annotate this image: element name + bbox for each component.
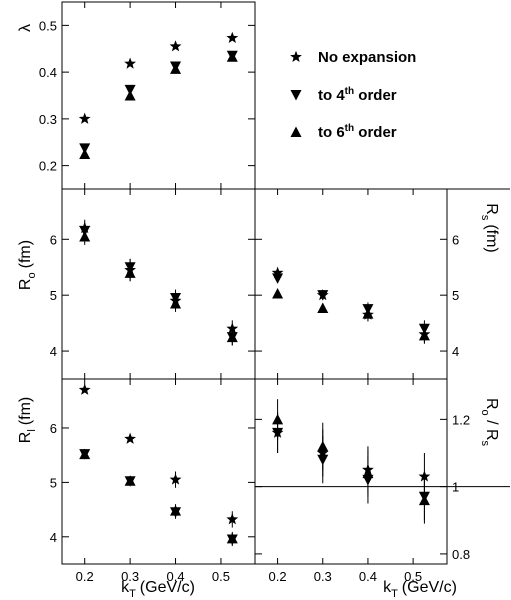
y-tick-label: 6 [50, 232, 57, 247]
legend-triangle-down-shape [291, 90, 302, 101]
y-tick-label: 0.8 [452, 547, 470, 562]
frame-rs [255, 189, 447, 379]
y-tick-label: 5 [452, 288, 459, 303]
frame-ro-rs [255, 379, 447, 564]
data-point-no-expansion [79, 113, 91, 124]
panel-ro: 4 5 6 [50, 189, 255, 379]
frame-ro [62, 189, 255, 379]
x-tick-label: 0.2 [269, 569, 287, 584]
data-point-no-expansion [226, 32, 238, 43]
legend-triangle-up-marker [291, 127, 302, 138]
legend-triangle-up-shape [291, 127, 302, 138]
y-tick-label: 1.2 [452, 412, 470, 427]
x-tick-label: 0.4 [166, 569, 184, 584]
data-point-no-expansion [170, 40, 182, 51]
data-point-order6 [79, 231, 90, 242]
data-point-order6 [170, 63, 181, 74]
y-tick-label: 4 [50, 344, 57, 359]
y-tick-label: 0.5 [39, 18, 57, 33]
data-point-order6 [272, 288, 283, 299]
ylabel-rl: Rl(fm) [17, 397, 38, 443]
x-tick-label: 0.3 [314, 569, 332, 584]
legend-item-order6: to 6th order [291, 123, 397, 141]
legend-triangle-down-marker [291, 90, 302, 101]
legend-star-marker [290, 51, 302, 62]
data-point-no-expansion [124, 433, 136, 444]
data-point-order6 [419, 495, 430, 506]
legend-label-order4: to 4th order [318, 86, 397, 104]
data-point-order6 [227, 533, 238, 544]
data-point-order6 [317, 303, 328, 314]
ylabel-ro: Ro(fm) [17, 240, 38, 290]
ylabel-rs: Rs(fm) [479, 203, 500, 253]
panel-rors: 0.20.30.40.50.811.2 [255, 379, 510, 584]
x-tick-label: 0.2 [76, 569, 94, 584]
data-point-order6 [317, 441, 328, 452]
data-point-order6 [125, 90, 136, 101]
panel-rl: 0.2 0.3 0.4 0.5 4 5 6 [50, 379, 255, 584]
data-point-order4 [317, 290, 328, 301]
x-tick-label: 0.5 [212, 569, 230, 584]
y-tick-label: 5 [50, 288, 57, 303]
y-tick-label: 0.4 [39, 65, 57, 80]
legend-item-order4: to 4th order [291, 86, 397, 104]
panel-rs: 4 5 6 [255, 189, 459, 379]
legend-label-order6: to 6th order [318, 123, 397, 141]
x-tick-label: 0.3 [121, 569, 139, 584]
data-point-order6 [272, 414, 283, 425]
y-tick-label: 0.3 [39, 112, 57, 127]
y-tick-label: 6 [452, 232, 459, 247]
y-tick-label: 4 [452, 344, 459, 359]
legend-star-shape [290, 51, 302, 62]
legend: No expansion to 4th order to 6th order [290, 49, 416, 141]
panel-lambda: 0.2 0.3 0.4 0.5 [39, 2, 255, 189]
frame-rl [62, 379, 255, 564]
y-tick-label: 4 [50, 530, 57, 545]
data-point-no-expansion [124, 58, 136, 69]
ylabel-lambda: λ [17, 24, 34, 32]
ylabel-ro-rs: Ro / Rs [479, 398, 500, 447]
y-tick-label: 6 [50, 421, 57, 436]
x-tick-label: 0.4 [359, 569, 377, 584]
legend-item-no-expansion: No expansion [290, 49, 416, 66]
y-tick-label: 0.2 [39, 159, 57, 174]
data-point-no-expansion [79, 384, 91, 395]
data-point-order6 [79, 148, 90, 159]
data-point-order6 [419, 330, 430, 341]
data-point-order4 [272, 273, 283, 284]
y-tick-label: 5 [50, 475, 57, 490]
legend-label-no-expansion: No expansion [318, 49, 416, 66]
x-tick-label: 0.5 [404, 569, 422, 584]
frame-lambda [62, 2, 255, 189]
